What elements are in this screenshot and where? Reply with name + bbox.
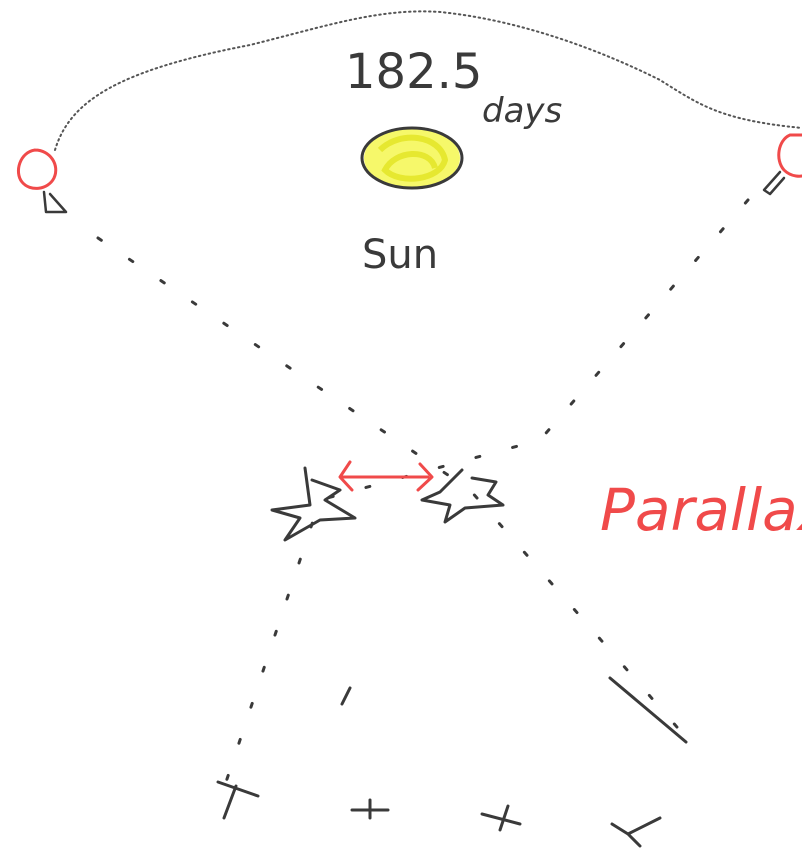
sun-label: Sun bbox=[362, 232, 438, 278]
sketch: 182.5 days Sun Parallax bbox=[0, 0, 802, 849]
page: 182.5 days Sun Parallax (() => { const d… bbox=[0, 0, 802, 849]
unit-label: days bbox=[482, 91, 562, 131]
duration-label: 182.5 bbox=[345, 44, 482, 100]
sun bbox=[362, 128, 462, 188]
parallax-label: Parallax bbox=[600, 476, 802, 544]
